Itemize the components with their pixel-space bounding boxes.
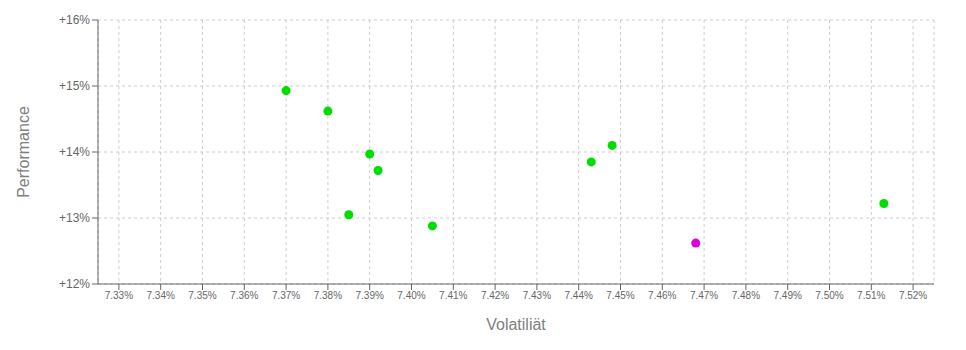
svg-text:7.42%: 7.42% — [481, 290, 509, 301]
svg-text:7.43%: 7.43% — [523, 290, 551, 301]
svg-text:7.48%: 7.48% — [732, 290, 760, 301]
svg-text:7.34%: 7.34% — [147, 290, 175, 301]
svg-text:+16%: +16% — [59, 13, 90, 27]
svg-text:Performance: Performance — [15, 106, 32, 198]
svg-text:7.52%: 7.52% — [899, 290, 927, 301]
svg-text:7.33%: 7.33% — [105, 290, 133, 301]
svg-text:7.41%: 7.41% — [439, 290, 467, 301]
svg-text:7.46%: 7.46% — [648, 290, 676, 301]
svg-text:7.40%: 7.40% — [397, 290, 425, 301]
svg-text:+14%: +14% — [59, 145, 90, 159]
svg-text:7.45%: 7.45% — [606, 290, 634, 301]
svg-text:7.50%: 7.50% — [815, 290, 843, 301]
svg-text:7.47%: 7.47% — [690, 290, 718, 301]
svg-text:7.49%: 7.49% — [774, 290, 802, 301]
svg-text:7.37%: 7.37% — [272, 290, 300, 301]
svg-text:7.44%: 7.44% — [565, 290, 593, 301]
svg-text:+12%: +12% — [59, 277, 90, 291]
svg-text:Volatiliät: Volatiliät — [486, 316, 546, 333]
svg-text:7.35%: 7.35% — [188, 290, 216, 301]
svg-text:7.39%: 7.39% — [356, 290, 384, 301]
svg-text:7.51%: 7.51% — [857, 290, 885, 301]
svg-text:+13%: +13% — [59, 211, 90, 225]
svg-text:+15%: +15% — [59, 79, 90, 93]
svg-text:7.38%: 7.38% — [314, 290, 342, 301]
svg-text:7.36%: 7.36% — [230, 290, 258, 301]
